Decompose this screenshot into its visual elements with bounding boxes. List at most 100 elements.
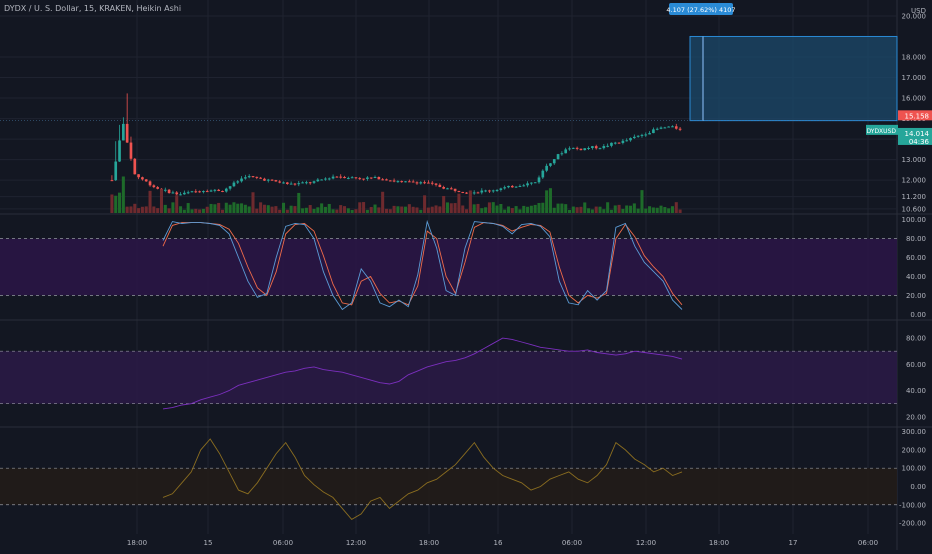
candle: [629, 138, 632, 141]
candle: [617, 142, 621, 144]
volume-bar: [533, 204, 537, 213]
volume-bar: [110, 194, 114, 213]
volume-bar: [392, 205, 396, 213]
candle: [125, 123, 129, 143]
candle: [205, 191, 209, 193]
candle: [148, 181, 152, 186]
volume-bar: [388, 209, 392, 213]
candle: [404, 181, 407, 183]
volume-bar: [567, 209, 572, 213]
indicator-tick-label: 20.00: [906, 413, 926, 421]
volume-bar: [503, 209, 507, 213]
rsi-line: [162, 337, 683, 410]
candle: [579, 148, 583, 151]
volume-bar: [331, 209, 335, 213]
volume-bar: [350, 209, 354, 213]
current-price-label: 15.158: [905, 112, 930, 120]
indicator-band: [0, 468, 897, 505]
candle: [556, 154, 560, 160]
volume-bar: [667, 208, 671, 213]
candle: [644, 134, 648, 136]
indicator-tick-label: 200.00: [902, 446, 927, 454]
volume-bar: [247, 206, 251, 213]
candle: [385, 179, 388, 181]
candle: [312, 181, 316, 183]
volume-bar: [381, 191, 385, 213]
candle: [678, 128, 682, 130]
volume-bar: [491, 202, 495, 213]
volume-bar: [354, 209, 358, 213]
volume-bar: [594, 206, 598, 213]
volume-bar: [468, 190, 472, 213]
volume-bar: [327, 203, 331, 213]
candle: [285, 182, 289, 184]
candle: [266, 179, 270, 181]
candle: [564, 149, 568, 154]
volume-bar: [316, 207, 320, 213]
volume-bar: [556, 203, 560, 213]
volume-bar: [335, 209, 339, 213]
candle: [289, 183, 293, 185]
volume-bar: [182, 209, 186, 213]
candle: [636, 135, 640, 137]
volume-bar: [510, 208, 514, 213]
candle: [270, 179, 274, 181]
volume-bar: [228, 204, 232, 213]
candle: [232, 182, 236, 187]
volume-bar: [129, 206, 133, 213]
volume-bar: [175, 195, 179, 213]
volume-bar: [373, 204, 377, 213]
measure-box: [689, 35, 898, 122]
candle: [453, 188, 457, 191]
indicator-band: [0, 238, 897, 296]
volume-bar: [137, 208, 141, 213]
candle: [244, 177, 247, 179]
volume-bar: [423, 195, 427, 213]
volume-bar: [163, 204, 167, 213]
candle: [381, 179, 384, 181]
candle: [293, 183, 297, 185]
time-tick-label: 06:00: [273, 539, 293, 547]
volume-bar: [648, 206, 652, 213]
candle: [194, 191, 198, 193]
volume-bar: [442, 195, 446, 213]
volume-bar: [636, 208, 640, 213]
candle: [213, 189, 217, 191]
volume-bar: [186, 203, 190, 213]
volume-bar: [419, 209, 423, 213]
volume-bar: [404, 206, 408, 213]
volume-bar: [304, 207, 308, 213]
time-tick-label: 12:00: [636, 539, 656, 547]
volume-bar: [640, 190, 644, 213]
volume-bar: [190, 209, 194, 213]
candle: [510, 185, 514, 188]
candle: [484, 190, 487, 192]
indicator-tick-label: 0.00: [910, 311, 926, 319]
volume-bar: [301, 208, 305, 213]
candle: [560, 153, 564, 155]
volume-bar: [606, 202, 610, 213]
candle: [362, 178, 365, 180]
candle: [171, 192, 175, 194]
volume-bar: [217, 202, 221, 213]
candle: [583, 148, 587, 151]
volume-bar: [339, 205, 343, 213]
candle: [457, 190, 461, 192]
volume-bar: [564, 204, 568, 213]
candle: [442, 187, 446, 189]
volume-bar: [224, 202, 228, 213]
indicator-tick-label: 100.00: [902, 465, 927, 473]
time-tick-label: 15: [204, 539, 213, 547]
candle: [175, 192, 179, 195]
volume-bar: [407, 204, 411, 213]
candle: [667, 126, 670, 128]
volume-bar: [506, 206, 511, 213]
candle: [137, 174, 140, 178]
candle: [606, 145, 609, 147]
volume-bar: [598, 206, 602, 213]
volume-bar: [358, 202, 362, 213]
candle: [221, 190, 224, 192]
candle: [568, 148, 571, 150]
